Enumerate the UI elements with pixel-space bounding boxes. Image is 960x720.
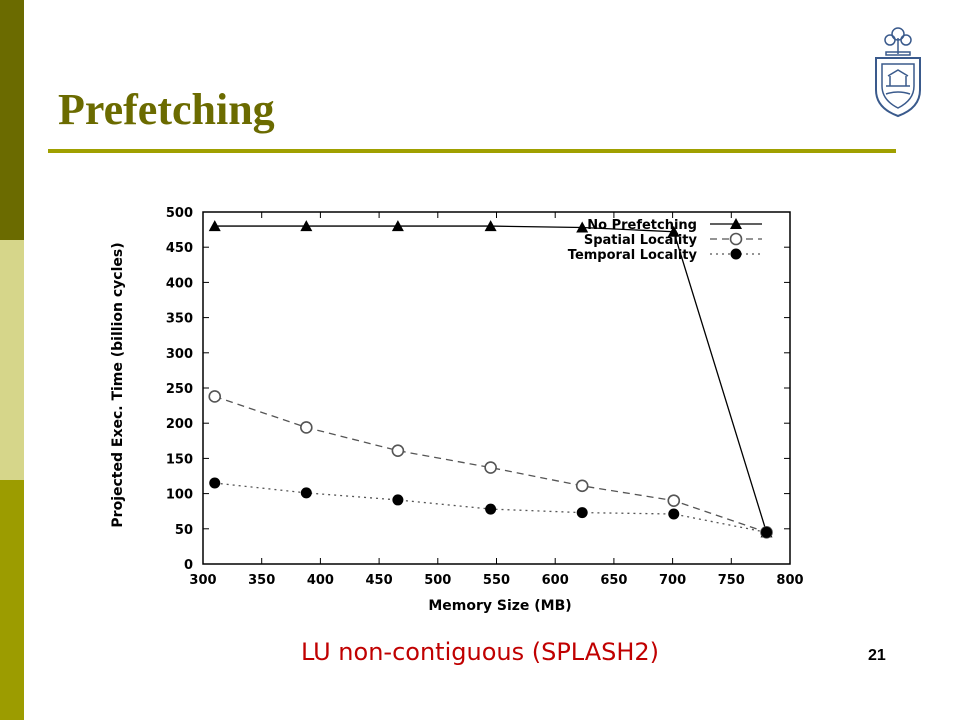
data-point xyxy=(575,479,589,493)
legend-label: No Prefetching xyxy=(587,218,697,233)
y-tick-label: 450 xyxy=(166,241,193,256)
chart-axes: 300 350 400 450 500 550 600 650 700 750 800 0 50 100 1… xyxy=(166,206,804,588)
data-point xyxy=(392,494,404,506)
y-tick-label: 300 xyxy=(166,347,193,362)
y-tick-label: 350 xyxy=(166,312,193,327)
data-point xyxy=(484,220,497,232)
x-tick-label: 650 xyxy=(600,573,627,588)
x-tick-label: 450 xyxy=(366,573,393,588)
series-line xyxy=(214,225,768,533)
x-tick-label: 500 xyxy=(424,573,451,588)
data-point xyxy=(300,220,313,232)
x-tick-label: 750 xyxy=(718,573,745,588)
plot-frame xyxy=(202,211,791,565)
x-tick-label: 350 xyxy=(248,573,275,588)
series-temporal-locality xyxy=(209,477,773,538)
y-tick-label: 200 xyxy=(166,417,193,432)
x-axis-label: Memory Size (MB) xyxy=(428,598,571,614)
data-point xyxy=(576,221,589,233)
x-tick-label: 550 xyxy=(483,573,510,588)
y-tick-label: 500 xyxy=(166,206,193,221)
series-spatial-locality xyxy=(208,390,773,539)
line-chart: 300 350 400 450 500 550 600 650 700 750 800 0 50 100 1… xyxy=(110,206,804,614)
data-point xyxy=(761,526,773,538)
x-tick-label: 700 xyxy=(659,573,686,588)
chart-series xyxy=(208,220,773,539)
data-point xyxy=(300,487,312,499)
data-point xyxy=(667,225,680,237)
legend-marker xyxy=(730,248,742,260)
y-tick-label: 250 xyxy=(166,382,193,397)
data-point xyxy=(209,477,221,489)
legend-label: Temporal Locality xyxy=(568,248,698,263)
y-tick-label: 50 xyxy=(175,523,193,538)
y-axis-label: Projected Exec. Time (billion cycles) xyxy=(110,242,126,527)
sidebar-band-light xyxy=(0,240,24,480)
y-tick-label: 150 xyxy=(166,452,193,467)
x-tick-label: 300 xyxy=(189,573,216,588)
data-point xyxy=(667,494,681,507)
sidebar-band-dark xyxy=(0,0,24,240)
legend-marker xyxy=(729,232,743,246)
y-tick-label: 0 xyxy=(184,558,193,573)
y-tick-label: 400 xyxy=(166,276,193,291)
data-point xyxy=(208,220,221,232)
sidebar-band-mid xyxy=(0,480,24,720)
y-tick-label: 100 xyxy=(166,488,193,503)
x-tick-label: 800 xyxy=(776,573,803,588)
data-point xyxy=(576,507,588,519)
legend-marker xyxy=(730,218,742,229)
data-point xyxy=(391,220,404,232)
x-tick-label: 400 xyxy=(307,573,334,588)
title-divider xyxy=(48,149,896,153)
x-tick-label: 600 xyxy=(542,573,569,588)
series-no-prefetching xyxy=(208,220,773,538)
data-point xyxy=(208,390,222,403)
university-crest-icon xyxy=(875,27,921,118)
data-point xyxy=(391,444,405,457)
legend-label: Spatial Locality xyxy=(584,233,698,248)
slide-number: 21 xyxy=(868,647,886,664)
data-point xyxy=(668,508,680,520)
data-point xyxy=(484,461,497,474)
chart-caption: LU non-contiguous (SPLASH2) xyxy=(300,638,660,666)
data-point xyxy=(485,503,497,515)
slide-title: Prefetching xyxy=(58,85,275,134)
data-point xyxy=(300,421,313,434)
